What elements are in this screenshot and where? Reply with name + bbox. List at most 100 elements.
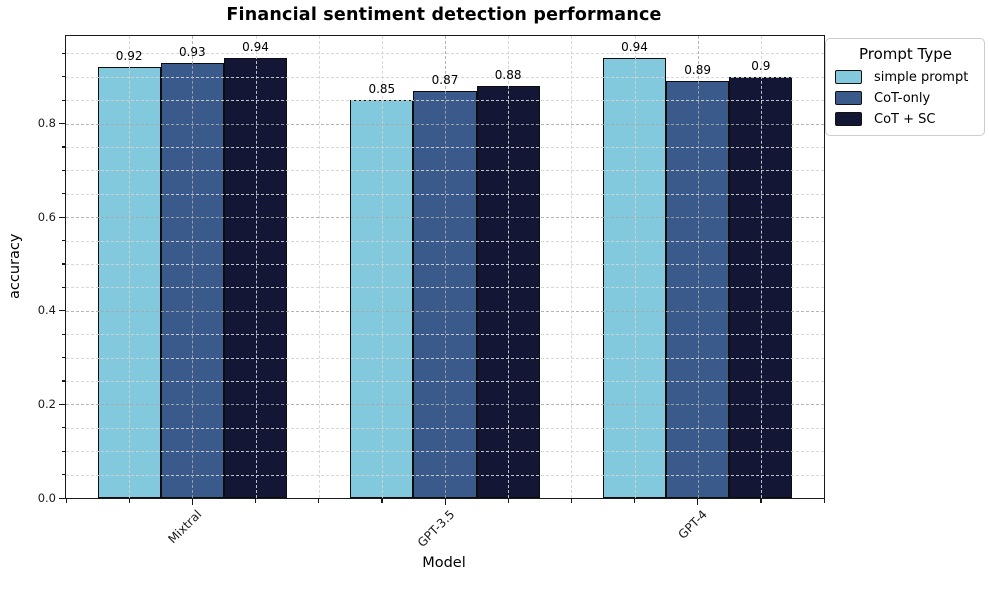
y-minor-tick — [61, 193, 65, 195]
y-minor-tick — [61, 357, 65, 359]
bar — [413, 90, 477, 498]
legend: Prompt Type simple prompt CoT-only CoT +… — [825, 38, 985, 136]
gridline-h-minor — [66, 170, 824, 172]
bar — [160, 62, 224, 498]
bar-labels-layer: 0.92 0.93 0.94 0.85 0.87 0.88 0.94 0.89 0.9 — [66, 36, 824, 498]
y-minor-tick — [61, 333, 65, 335]
x-minor-tick — [318, 499, 320, 503]
gridline-v-minor — [571, 36, 573, 498]
y-minor-tick — [61, 474, 65, 476]
gridline-v-major — [697, 36, 699, 498]
bar-value-label: 0.94 — [242, 40, 269, 54]
y-minor-tick — [61, 380, 65, 382]
grid-layer — [66, 36, 824, 498]
gridline-h-minor — [66, 100, 824, 102]
gridline-h-minor — [66, 240, 824, 242]
legend-item-label: CoT + SC — [874, 111, 936, 127]
gridline-h-major — [66, 404, 824, 406]
y-minor-tick — [61, 52, 65, 54]
gridline-h-major — [66, 310, 824, 312]
y-minor-tick — [61, 240, 65, 242]
x-minor-tick — [760, 499, 762, 503]
bar-value-label: 0.94 — [621, 40, 648, 54]
y-axis-label: accuracy — [7, 233, 23, 299]
x-tick-label: GPT-4 — [675, 507, 710, 542]
bar — [602, 58, 667, 498]
bar — [476, 86, 540, 498]
x-minor-tick — [255, 499, 257, 503]
y-major-tick — [59, 123, 65, 125]
x-major-tick — [191, 499, 194, 505]
y-minor-tick — [61, 450, 65, 452]
gridline-h-minor — [66, 357, 824, 359]
gridline-v-major — [445, 36, 446, 498]
y-minor-tick — [61, 286, 65, 289]
gridline-h-minor — [66, 334, 824, 336]
x-minor-tick — [823, 499, 825, 503]
x-major-tick — [697, 499, 699, 505]
gridline-h-minor — [66, 76, 824, 78]
x-minor-tick — [507, 499, 509, 503]
x-minor-tick — [634, 499, 636, 503]
bar — [729, 76, 793, 498]
gridline-v-major — [192, 36, 194, 498]
legend-swatch-cot-sc — [835, 112, 862, 126]
x-major-tick — [444, 499, 446, 505]
x-minor-tick — [570, 499, 573, 503]
gridline-v-minor — [318, 36, 320, 498]
plot-area: 0.92 0.93 0.94 0.85 0.87 0.88 0.94 0.89 0.9 0.0 0… — [38, 35, 825, 550]
gridline-h-minor — [66, 193, 824, 195]
gridline-h-minor — [66, 53, 824, 55]
y-minor-tick — [61, 169, 65, 172]
bar — [666, 81, 730, 498]
gridline-h-major — [66, 123, 824, 125]
y-minor-tick — [61, 427, 65, 429]
x-minor-tick — [65, 499, 67, 503]
bar-value-label: 0.92 — [115, 49, 143, 64]
gridline-v-minor — [129, 36, 131, 498]
y-minor-tick — [61, 99, 65, 101]
gridline-h-minor — [66, 451, 824, 453]
bar — [97, 67, 161, 498]
legend-item: simple prompt — [835, 70, 976, 84]
bar-value-label: 0.88 — [494, 68, 522, 83]
gridline-h-major — [66, 217, 824, 219]
legend-item: CoT-only — [835, 91, 976, 105]
gridline-h-minor — [66, 287, 824, 289]
bar-value-label: 0.89 — [684, 63, 712, 78]
y-minor-tick — [61, 146, 65, 148]
legend-title: Prompt Type — [858, 45, 953, 63]
legend-swatch-cot-only — [835, 91, 862, 105]
gridline-h-minor — [66, 146, 824, 148]
gridline-h-minor — [66, 427, 824, 429]
bar-value-label: 0.9 — [751, 58, 771, 73]
legend-swatch-simple-prompt — [835, 70, 862, 84]
x-minor-tick — [128, 499, 130, 503]
gridline-h-minor — [66, 380, 824, 382]
gridline-h-minor — [66, 263, 824, 265]
bar — [350, 100, 414, 498]
legend-item-label: simple prompt — [874, 69, 969, 85]
gridline-v-minor — [255, 36, 257, 498]
bar-value-label: 0.87 — [431, 72, 459, 87]
gridline-h-minor — [66, 474, 824, 476]
ticks-layer: 0.0 0.2 0.4 0.6 0.8 Mixtral GPT-3.5 GPT-4 — [38, 36, 825, 550]
x-tick-label: GPT-3.5 — [414, 507, 458, 550]
x-minor-tick — [381, 499, 383, 503]
x-axis-label: Model — [422, 555, 466, 571]
x-tick-label: Mixtral — [165, 507, 205, 547]
gridline-v-minor — [634, 36, 636, 498]
y-major-tick — [59, 497, 65, 499]
y-major-tick — [59, 216, 65, 218]
gridline-v-minor — [760, 36, 762, 498]
gridline-v-minor — [508, 36, 510, 498]
bars-layer — [66, 36, 824, 498]
y-major-tick — [59, 310, 65, 312]
y-minor-tick — [61, 76, 65, 78]
bar-value-label: 0.93 — [178, 44, 206, 59]
legend-item-label: CoT-only — [874, 90, 931, 106]
y-minor-tick — [61, 263, 65, 265]
chart-title: Financial sentiment detection performanc… — [226, 5, 662, 25]
legend-item: CoT + SC — [835, 112, 976, 126]
